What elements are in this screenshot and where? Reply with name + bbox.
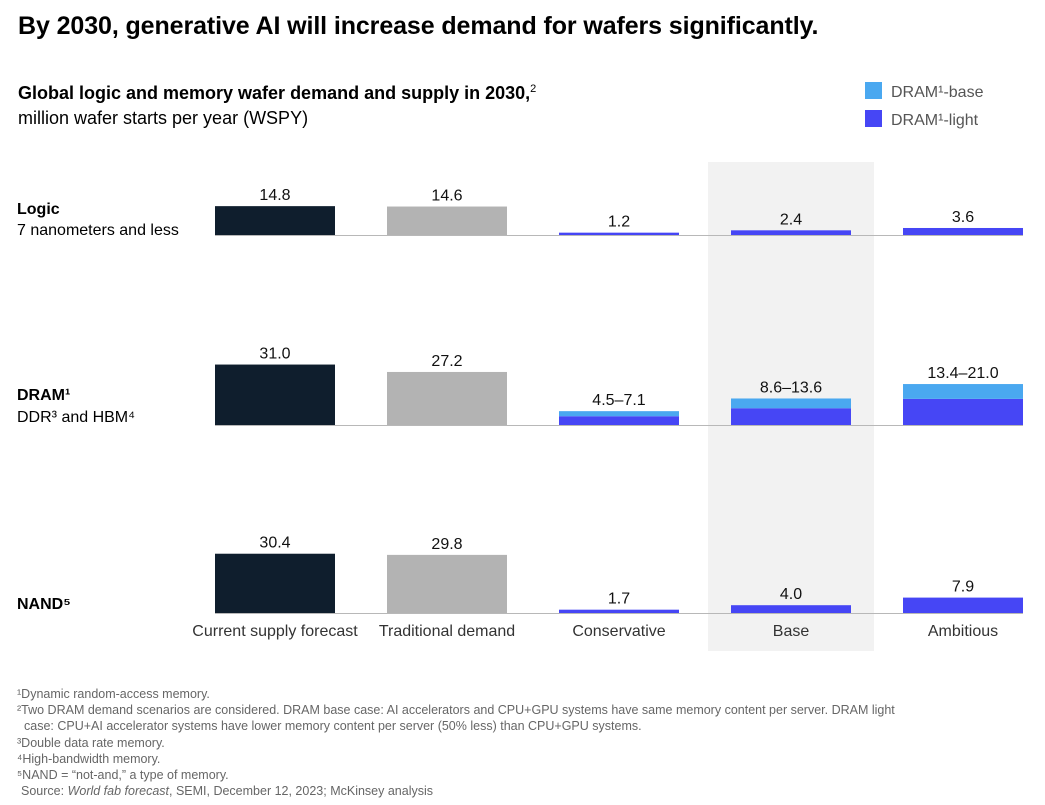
value-label-nand-0: 30.4	[259, 535, 290, 552]
bar-dram-ambitious-light	[903, 398, 1023, 425]
bar-dram-conservative-light	[559, 416, 679, 425]
chart-units: million wafer starts per year (WSPY)	[18, 108, 309, 128]
subtitle-text: Global logic and memory wafer demand and…	[18, 83, 531, 103]
bar-dram-ambitious-base	[903, 384, 1023, 399]
legend-label-dram-light: DRAM¹-light	[891, 112, 979, 129]
value-label-nand-4: 7.9	[952, 579, 974, 596]
footnote-3: ³Double data rate memory.	[17, 735, 165, 750]
bar-logic-traditional	[387, 206, 507, 235]
footnote-4: ⁴High-bandwidth memory.	[17, 751, 161, 766]
value-label-dram-0: 31.0	[259, 346, 290, 363]
value-label-logic-3: 2.4	[780, 211, 802, 228]
row-title-nand: NAND⁵	[17, 596, 71, 613]
footnote-1: ¹Dynamic random-access memory.	[17, 687, 210, 701]
bar-logic-supply	[215, 206, 335, 235]
value-label-logic-1: 14.6	[431, 188, 462, 205]
bar-nand-supply	[215, 553, 335, 613]
value-label-dram-4: 13.4–21.0	[927, 365, 998, 382]
source-line: Source: World fab forecast, SEMI, Decemb…	[17, 783, 1007, 799]
bar-dram-conservative-base	[559, 411, 679, 417]
footnote-5: ⁵NAND = “not-and,” a type of memory.	[17, 768, 229, 783]
category-label-ambitious: Ambitious	[928, 623, 998, 640]
category-label-current-supply-forecast: Current supply forecast	[192, 623, 358, 640]
value-label-dram-1: 27.2	[431, 353, 462, 370]
footnotes: ¹Dynamic random-access memory. ²Two DRAM…	[17, 686, 1007, 799]
row-title-dram: DRAM¹	[17, 387, 71, 404]
footnote-2b: case: CPU+AI accelerator systems have lo…	[24, 719, 642, 734]
legend-item-dram-base: DRAM¹-base	[865, 82, 983, 102]
bar-dram-traditional	[387, 371, 507, 425]
value-label-nand-1: 29.8	[431, 536, 462, 553]
value-label-logic-2: 1.2	[608, 214, 630, 231]
value-label-nand-3: 4.0	[780, 586, 802, 603]
value-label-nand-2: 1.7	[608, 591, 630, 608]
bar-nand-ambitious-light	[903, 597, 1023, 613]
legend-item-dram-light: DRAM¹-light	[865, 110, 978, 130]
bar-nand-traditional	[387, 554, 507, 613]
subtitle-footnote-ref: 2	[530, 83, 537, 95]
bar-dram-base-light	[731, 408, 851, 425]
source-italic: World fab forecast	[67, 784, 169, 799]
bar-nand-base-light	[731, 605, 851, 613]
category-label-conservative: Conservative	[572, 623, 665, 640]
category-label-base: Base	[773, 623, 810, 640]
value-label-dram-2: 4.5–7.1	[592, 392, 645, 409]
bar-logic-conservative-light	[559, 232, 679, 235]
legend-swatch-dram-light	[865, 110, 882, 127]
legend-label-dram-base: DRAM¹-base	[891, 84, 984, 101]
row-subtitle-dram: DDR³ and HBM⁴	[17, 409, 136, 426]
legend-swatch-dram-base	[865, 82, 882, 99]
category-label-traditional-demand: Traditional demand	[379, 623, 515, 640]
bar-nand-conservative-light	[559, 609, 679, 613]
chart-headline: By 2030, generative AI will increase dem…	[18, 12, 819, 40]
row-subtitle-logic: 7 nanometers and less	[17, 222, 179, 239]
footnote-2a: ²Two DRAM demand scenarios are considere…	[17, 703, 895, 718]
bar-logic-ambitious-light	[903, 227, 1023, 235]
source-rest: , SEMI, December 12, 2023; McKinsey anal…	[169, 784, 434, 799]
chart-subtitle: Global logic and memory wafer demand and…	[18, 83, 536, 104]
source-prefix: Source:	[21, 784, 68, 799]
row-title-logic: Logic	[17, 201, 60, 218]
value-label-logic-0: 14.8	[259, 187, 290, 204]
bar-dram-supply	[215, 364, 335, 425]
bar-dram-base-base	[731, 398, 851, 409]
bar-logic-base-light	[731, 230, 851, 235]
value-label-logic-4: 3.6	[952, 209, 974, 226]
value-label-dram-3: 8.6–13.6	[760, 379, 822, 396]
